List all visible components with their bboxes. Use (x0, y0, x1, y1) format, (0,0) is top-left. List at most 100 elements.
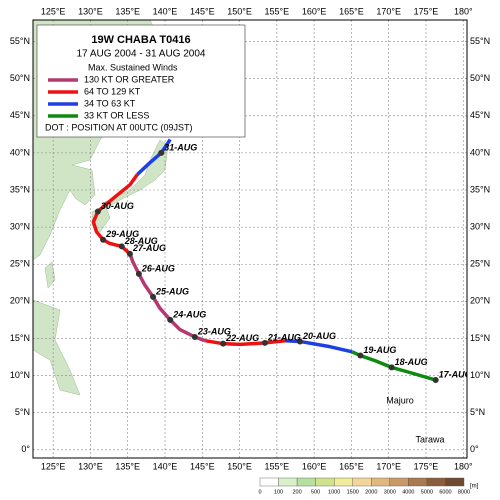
lon-tick-label: 135°E (115, 461, 140, 471)
legend-label: 130 KT OR GREATER (84, 74, 175, 84)
period: 17 AUG 2004 - 31 AUG 2004 (77, 49, 206, 60)
position-dot (357, 352, 364, 359)
scale-cell (278, 477, 298, 487)
position-dot (126, 250, 133, 257)
lat-tick-label: 25°N (10, 259, 30, 269)
position-dot (220, 340, 227, 347)
lat-tick-label: 5°N (470, 407, 485, 417)
date-label: 24-AUG (172, 309, 206, 319)
scale-label: 100 (274, 489, 283, 495)
scale-cell (445, 477, 465, 487)
lat-tick-label: 55°N (10, 36, 30, 46)
lon-tick-label: 175°E (414, 6, 439, 16)
position-dot (167, 316, 174, 323)
scale-label: 4000 (402, 489, 414, 495)
scale-label: 6000 (439, 489, 451, 495)
lon-tick-label: 160°E (302, 6, 327, 16)
lon-tick-label: 160°E (302, 461, 327, 471)
lat-tick-label: 0° (470, 444, 479, 454)
position-dot (135, 270, 142, 277)
scale-label: 0 (258, 489, 261, 495)
date-label: 27-AUG (132, 243, 166, 253)
lat-tick-label: 40°N (10, 147, 30, 157)
position-dot (191, 333, 198, 340)
scale-label: 5000 (421, 489, 433, 495)
date-label: 30-AUG (101, 201, 134, 211)
lon-tick-label: 180° (454, 6, 473, 16)
date-label: 22-AUG (225, 333, 259, 343)
lat-tick-label: 15°N (10, 333, 30, 343)
lat-tick-label: 10°N (470, 370, 490, 380)
scale-cell (259, 477, 279, 487)
lat-tick-label: 5°N (15, 407, 30, 417)
track-segment (204, 338, 286, 347)
place-label: Majuro (386, 395, 414, 405)
lat-tick-label: 45°N (10, 110, 30, 120)
position-dot (94, 208, 101, 215)
map-frame (32, 19, 468, 459)
lat-tick-label: 55°N (470, 36, 490, 46)
lon-tick-label: 135°E (115, 6, 140, 16)
lon-tick-label: 170°E (376, 6, 401, 16)
legend-label: 64 TO 129 KT (84, 86, 141, 96)
lon-tick-label: 130°E (78, 6, 103, 16)
date-label: 21-AUG (267, 332, 301, 342)
lon-tick-label: 150°E (227, 461, 252, 471)
scale-label: 1000 (328, 489, 340, 495)
legend-entries: 130 KT OR GREATER 64 TO 129 KT 34 TO 63 KT… (48, 74, 175, 120)
elevation-scale: [m] 0 100 200 500 1000 1500 2000 3000 4000 5000 60… (258, 477, 479, 495)
lon-tick-label: 155°E (265, 6, 290, 16)
scale-cell (296, 477, 316, 487)
lon-tick-label: 150°E (227, 6, 252, 16)
position-dot (118, 243, 125, 250)
scale-cell (371, 477, 391, 487)
track-segment (136, 138, 172, 176)
lat-tick-label: 25°N (470, 259, 490, 269)
scale-label: 1500 (347, 489, 359, 495)
scale-cell (426, 477, 446, 487)
date-label: 29-AUG (105, 229, 139, 239)
position-dot (432, 377, 439, 384)
track-segment (128, 253, 206, 343)
date-label: 19-AUG (363, 345, 396, 355)
legend-note: DOT : POSITION AT 00UTC (09JST) (45, 122, 193, 132)
position-dot (150, 293, 157, 300)
date-label: 26-AUG (141, 263, 175, 273)
track-segment (91, 173, 139, 256)
scale-cell (315, 477, 335, 487)
lat-tick-label: 45°N (470, 110, 490, 120)
lat-tick-label: 50°N (10, 73, 30, 83)
date-label: 20-AUG (302, 331, 336, 341)
date-label: 23-AUG (197, 326, 231, 336)
lon-tick-label: 130°E (78, 461, 103, 471)
place-label: Tarawa (415, 434, 444, 444)
lat-tick-label: 35°N (470, 184, 490, 194)
position-dot (388, 364, 395, 371)
scale-cell (333, 477, 353, 487)
title: 19W CHABA T0416 (91, 34, 190, 46)
legend-heading: Max. Sustained Winds (88, 62, 178, 72)
scale-cell (408, 477, 428, 487)
scale-label: 500 (311, 489, 320, 495)
track-segment (284, 338, 353, 354)
lat-tick-label: 35°N (10, 184, 30, 194)
lon-tick-label: 145°E (190, 6, 215, 16)
lat-tick-label: 0° (21, 444, 30, 454)
date-label: 17-AUG (439, 369, 472, 379)
date-label: 28-AUG (124, 236, 158, 246)
scale-label: 8000 (458, 489, 470, 495)
lon-tick-label: 165°E (339, 6, 364, 16)
lat-tick-label: 15°N (470, 333, 490, 343)
lon-tick-label: 140°E (153, 6, 178, 16)
lat-tick-label: 20°N (470, 296, 490, 306)
scale-unit: [m] (470, 484, 479, 490)
scale-label: 2000 (365, 489, 377, 495)
legend: 19W CHABA T0416 17 AUG 2004 - 31 AUG 200… (36, 24, 246, 138)
scale-label: 200 (292, 489, 301, 495)
scale-cell (389, 477, 409, 487)
lon-tick-label: 125°E (41, 6, 66, 16)
date-label: 18-AUG (395, 357, 428, 367)
legend-label: 34 TO 63 KT (84, 98, 136, 108)
